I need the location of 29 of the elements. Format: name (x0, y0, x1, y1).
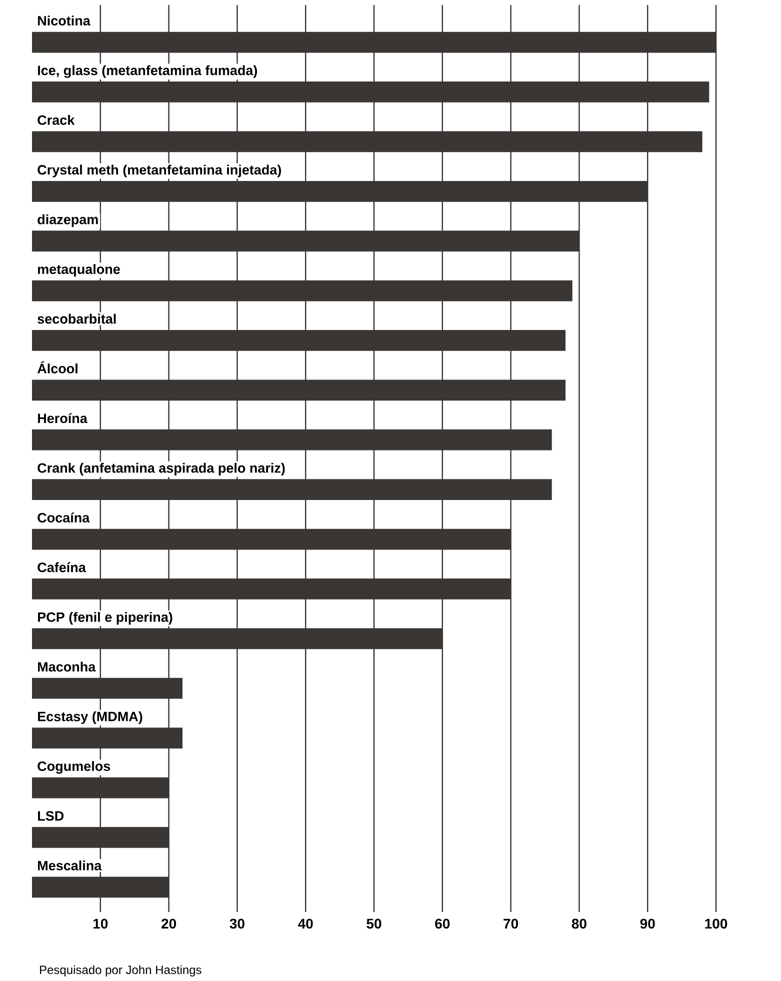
y-tick-label: Cafeína (38, 562, 86, 572)
x-tick-label: 50 (366, 918, 382, 929)
x-tick-label: 70 (504, 918, 518, 929)
x-tick-label: 100 (705, 918, 728, 929)
y-tick-label: Ecstasy (MDMA) (38, 711, 142, 724)
y-tick-label: Mescalina (38, 860, 102, 870)
x-tick-label: 30 (230, 918, 244, 929)
y-tick-label: Cogumelos (38, 761, 110, 774)
y-tick-label: Maconha (38, 662, 96, 672)
x-tick-label: 80 (572, 918, 586, 929)
y-tick-label: Heroína (38, 413, 88, 424)
x-tick-label: 60 (435, 918, 450, 929)
text: Pesquisado por John Hastings (40, 965, 202, 976)
y-tick-label: diazepam (38, 214, 98, 227)
y-tick-label: Crack (38, 114, 75, 125)
y-tick-label: Cocaína (38, 512, 90, 522)
x-tick-label: 40 (298, 918, 313, 929)
y-tick-label: Álcool (37, 361, 78, 374)
y-tick-label: PCP (fenil e piperina) (38, 612, 172, 625)
x-tick-label: 10 (93, 918, 108, 929)
y-tick-label: Nicotina (38, 16, 90, 26)
x-tick-label: 20 (162, 918, 176, 929)
y-tick-label: LSD (38, 811, 64, 821)
y-tick-label: Crank (anfetamina aspirada pelo nariz) (38, 462, 285, 476)
y-tick-label: Crystal meth (metanfetamina injetada) (38, 164, 281, 178)
y-tick-label: Ice, glass (metanfetamina fumada) (38, 65, 257, 78)
x-tick-label: 90 (640, 918, 655, 929)
y-tick-label: metaqualone (38, 264, 120, 277)
y-tick-label: secobarbital (38, 314, 116, 324)
